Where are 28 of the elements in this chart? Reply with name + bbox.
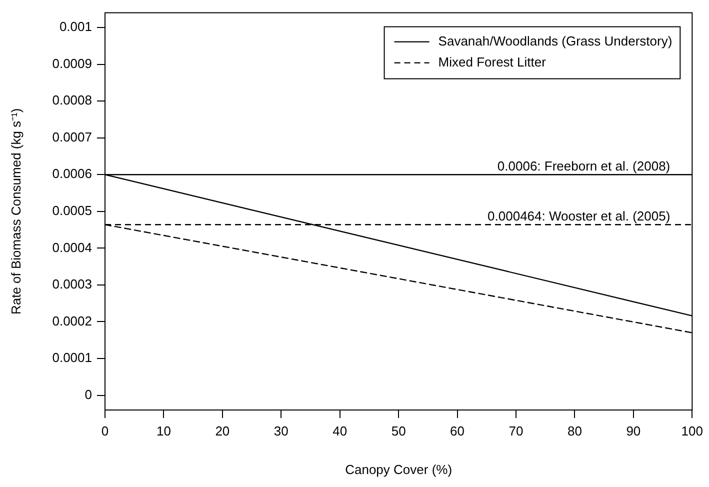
- y-tick-label: 0.0005: [52, 202, 92, 218]
- y-tick-label: 0.0007: [52, 129, 92, 144]
- y-tick-label: 0.001: [59, 19, 92, 34]
- x-tick-label: 30: [274, 423, 288, 438]
- y-tick-label: 0.0004: [52, 240, 92, 255]
- y-tick-label: 0.0009: [52, 56, 92, 71]
- ref-line-label: 0.000464: Wooster et al. (2005): [488, 208, 670, 224]
- y-tick-label: 0.0002: [52, 313, 92, 328]
- x-tick-label: 80: [567, 423, 582, 438]
- x-tick-label: 100: [681, 423, 704, 438]
- x-tick-label: 90: [626, 423, 641, 438]
- x-axis-title: Canopy Cover (%): [345, 462, 452, 477]
- y-tick-label: 0: [84, 386, 92, 402]
- y-tick-label: 0.0003: [52, 276, 92, 292]
- x-tick-label: 40: [332, 423, 348, 438]
- y-axis-title: Rate of Biomass Consumed (kg s⁻¹): [8, 108, 24, 315]
- legend-label: Savanah/Woodlands (Grass Understory): [438, 33, 672, 48]
- y-tick-label: 0.0001: [52, 350, 92, 366]
- x-tick-label: 0: [101, 423, 109, 438]
- x-tick-label: 50: [391, 423, 406, 438]
- x-tick-label: 60: [450, 423, 465, 438]
- x-tick-label: 70: [508, 423, 524, 438]
- y-tick-label: 0.0008: [52, 92, 92, 108]
- y-tick-label: 0.0006: [52, 166, 92, 182]
- ref-line-label: 0.0006: Freeborn et al. (2008): [497, 158, 670, 174]
- x-tick-label: 20: [215, 423, 230, 438]
- legend-label: Mixed Forest Litter: [438, 54, 547, 70]
- x-tick-label: 10: [156, 423, 171, 438]
